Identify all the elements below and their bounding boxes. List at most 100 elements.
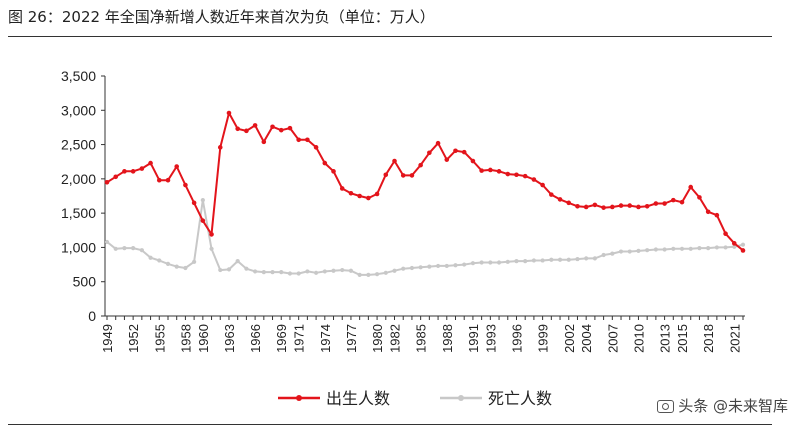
deaths-point	[261, 270, 266, 275]
bottom-rule	[8, 424, 772, 425]
deaths-point	[549, 257, 554, 262]
deaths-point	[209, 246, 214, 251]
births-point	[331, 169, 336, 174]
deaths-point	[409, 265, 415, 271]
deaths-point	[235, 259, 240, 264]
deaths-point	[131, 246, 136, 251]
births-point	[688, 184, 694, 190]
births-point	[583, 204, 589, 210]
watermark-text: 头条 @未来智库	[678, 397, 788, 415]
deaths-point	[226, 267, 232, 272]
x-tick-label: 1991	[466, 324, 481, 353]
y-tick-label: 3,500	[61, 68, 96, 84]
chart-title: 图 26：2022 年全国净新增人数近年来首次为负（单位：万人）	[8, 6, 778, 32]
deaths-point	[505, 259, 510, 264]
births-point	[488, 167, 493, 173]
x-tick-label: 1952	[126, 324, 141, 353]
deaths-point	[192, 259, 197, 264]
x-tick-label: 1982	[388, 324, 403, 353]
x-tick-label: 2010	[631, 324, 646, 353]
births-point	[522, 173, 528, 179]
births-point	[366, 195, 371, 201]
births-point	[122, 169, 127, 174]
deaths-point	[470, 261, 476, 266]
births-point	[435, 140, 441, 146]
births-point	[392, 158, 397, 164]
x-tick-label: 1969	[274, 324, 289, 353]
births-point	[409, 173, 415, 178]
deaths-point	[174, 264, 179, 269]
deaths-point	[531, 258, 537, 263]
births-point	[139, 166, 145, 171]
legend-label: 出生人数	[326, 389, 390, 408]
deaths-point	[366, 272, 371, 277]
deaths-point	[679, 246, 685, 251]
births-point	[496, 169, 502, 174]
births-point	[627, 203, 633, 208]
deaths-point	[496, 260, 502, 265]
deaths-point	[313, 270, 319, 275]
births-point	[705, 209, 711, 215]
births-point	[418, 162, 423, 168]
births-point	[575, 203, 580, 209]
series-line-deaths	[106, 199, 744, 276]
births-point	[287, 125, 293, 131]
deaths-point	[444, 263, 449, 269]
deaths-point	[139, 248, 144, 253]
x-tick-label: 1980	[370, 324, 385, 353]
x-tick-label: 2015	[675, 324, 690, 353]
deaths-point	[557, 257, 563, 262]
x-tick-label: 1963	[222, 324, 237, 353]
births-point	[348, 190, 354, 196]
deaths-point	[418, 265, 423, 270]
deaths-point	[645, 248, 650, 253]
deaths-point	[653, 247, 658, 252]
births-point	[531, 177, 537, 182]
births-point	[636, 204, 641, 210]
series-line-births	[106, 112, 744, 252]
births-point	[662, 201, 667, 206]
deaths-point	[104, 239, 110, 245]
x-tick-label: 1960	[196, 324, 211, 353]
deaths-point	[592, 256, 597, 261]
x-tick-label: 2021	[727, 324, 742, 353]
deaths-point	[662, 247, 667, 252]
births-point	[200, 218, 206, 223]
x-tick-label: 1949	[100, 324, 115, 353]
deaths-point	[601, 252, 606, 258]
x-tick-label: 1966	[248, 324, 263, 353]
deaths-point	[740, 242, 746, 247]
x-tick-label: 1955	[152, 324, 167, 353]
births-point	[557, 197, 563, 202]
top-rule	[8, 36, 772, 37]
deaths-point	[566, 257, 571, 262]
deaths-point	[287, 271, 293, 276]
births-point	[235, 126, 240, 132]
deaths-point	[305, 269, 310, 274]
deaths-point	[697, 246, 702, 251]
y-tick-label: 1,500	[61, 205, 96, 221]
births-point	[671, 197, 676, 203]
deaths-point	[340, 267, 345, 273]
births-point	[374, 191, 380, 197]
deaths-point	[479, 260, 484, 265]
births-point	[148, 160, 153, 166]
x-tick-label: 2002	[562, 324, 577, 353]
births-point	[644, 203, 650, 209]
births-point	[104, 179, 110, 185]
births-point	[714, 212, 720, 218]
legend-label: 死亡人数	[488, 389, 552, 408]
deaths-point	[453, 263, 458, 268]
births-point	[697, 195, 702, 200]
deaths-point	[584, 256, 589, 261]
deaths-point	[296, 271, 301, 276]
x-tick-label: 2004	[579, 324, 594, 353]
births-point	[610, 204, 615, 210]
deaths-point	[401, 266, 406, 271]
x-tick-label: 1985	[414, 324, 429, 353]
deaths-point	[671, 246, 676, 251]
deaths-point	[200, 198, 205, 203]
deaths-point	[383, 270, 388, 275]
births-point	[461, 149, 467, 155]
deaths-point	[627, 249, 632, 254]
